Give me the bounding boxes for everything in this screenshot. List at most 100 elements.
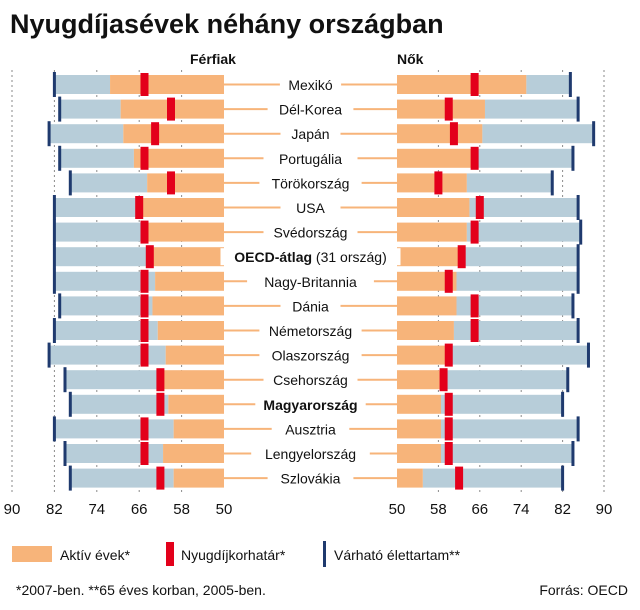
men-retirement-age-mark: [140, 220, 149, 244]
x-tick-label: 58: [430, 501, 447, 518]
men-retired-bar: [70, 173, 148, 193]
men-active-bar: [147, 173, 224, 193]
country-label: Törökország: [272, 175, 350, 191]
country-label: Nagy-Britannia: [264, 274, 357, 290]
men-retired-bar: [59, 99, 121, 119]
men-active-bar: [141, 222, 224, 242]
men-retirement-age-mark: [140, 417, 149, 441]
men-retirement-age-mark: [140, 269, 149, 293]
country-label: Dánia: [292, 298, 329, 314]
men-active-bar: [163, 444, 224, 463]
women-active-bar: [397, 370, 441, 390]
men-retirement-age-mark: [140, 294, 149, 318]
country-name: Svédország: [274, 225, 348, 241]
women-retired-bar: [469, 198, 579, 217]
country-name: Mexikó: [288, 77, 333, 93]
x-tick-label: 90: [596, 501, 613, 518]
women-retirement-age-mark: [444, 417, 453, 441]
country-row: Olaszország: [47, 342, 590, 368]
country-row: Portugália: [58, 145, 575, 171]
country-label: Németország: [269, 323, 352, 339]
country-name: Portugália: [279, 151, 342, 167]
men-retirement-age-mark: [156, 368, 165, 392]
men-life-expectancy-mark: [52, 72, 56, 97]
men-retirement-age-mark: [156, 466, 165, 490]
men-retired-bar: [49, 345, 166, 365]
women-retired-bar: [440, 419, 579, 439]
country-label: Szlovákia: [281, 471, 341, 487]
men-active-bar: [165, 345, 224, 365]
men-active-bar: [173, 468, 224, 488]
x-tick-label: 50: [216, 501, 233, 518]
country-row: Mexikó: [52, 72, 572, 97]
women-retirement-age-mark: [470, 319, 479, 342]
women-retirement-age-mark: [444, 343, 453, 367]
country-row: Dél-Korea: [58, 96, 580, 122]
men-retired-bar: [54, 419, 174, 439]
men-life-expectancy-mark: [52, 416, 56, 442]
women-retired-bar: [464, 247, 579, 267]
legend-swatch-active: [12, 546, 52, 562]
men-life-expectancy-mark: [52, 195, 56, 220]
country-label: Ausztria: [285, 421, 336, 437]
men-active-bar: [157, 370, 224, 390]
legend-swatch-retirement-age: [166, 542, 174, 566]
country-row: Szlovákia: [68, 465, 565, 491]
women-retired-bar: [448, 345, 589, 365]
country-name: Japán: [291, 126, 329, 142]
legend-swatch-life-expectancy: [323, 541, 326, 567]
country-label: Japán: [291, 126, 329, 142]
women-active-bar: [397, 419, 441, 439]
women-retired-bar: [440, 370, 568, 390]
women-retired-bar: [453, 321, 579, 340]
men-retirement-age-mark: [156, 392, 165, 416]
men-retired-bar: [70, 468, 174, 488]
men-life-expectancy-mark: [58, 145, 62, 171]
men-life-expectancy-mark: [68, 465, 72, 491]
men-retired-bar: [49, 124, 124, 144]
women-life-expectancy-mark: [566, 367, 570, 393]
men-retirement-age-mark: [140, 442, 149, 465]
country-label: Csehország: [273, 372, 348, 388]
chart-title: Nyugdíjasévek néhány országban: [10, 9, 444, 39]
men-active-bar: [133, 148, 224, 168]
x-tick-label: 66: [131, 501, 148, 518]
country-name: Olaszország: [272, 348, 350, 364]
legend-label-retirement-age: Nyugdíjkorhatár*: [181, 547, 286, 563]
country-row: Magyarország: [68, 391, 565, 417]
men-active-bar: [173, 419, 224, 439]
country-row: USA: [52, 195, 580, 220]
women-retired-bar: [477, 148, 573, 168]
men-life-expectancy-mark: [68, 170, 72, 196]
country-row: Lengyelország: [63, 441, 575, 466]
women-life-expectancy-mark: [561, 391, 565, 417]
x-tick-label: 74: [513, 501, 530, 518]
men-life-expectancy-mark: [52, 219, 56, 245]
x-tick-label: 90: [4, 501, 21, 518]
country-label: Olaszország: [272, 348, 350, 364]
legend-label-life-expectancy: Várható élettartam**: [334, 547, 461, 563]
men-retired-bar: [54, 222, 142, 242]
country-label-bg: [251, 445, 370, 462]
country-label: Svédország: [274, 225, 348, 241]
women-retirement-age-mark: [444, 442, 453, 465]
country-row: Németország: [52, 318, 580, 343]
men-active-bar: [152, 247, 224, 267]
footnote: *2007-ben. **65 éves korban, 2005-ben.: [16, 582, 266, 598]
country-name-suffix: (31 ország): [312, 249, 387, 265]
men-active-bar: [141, 198, 224, 217]
men-active-bar: [152, 296, 224, 316]
women-retired-bar: [482, 124, 594, 144]
country-label: Magyarország: [263, 397, 357, 413]
women-active-bar: [397, 394, 441, 414]
country-label-bg: [247, 272, 374, 290]
women-life-expectancy-mark: [576, 195, 580, 220]
men-life-expectancy-mark: [52, 244, 56, 270]
country-label: Portugália: [279, 151, 342, 167]
country-name: Németország: [269, 323, 352, 339]
country-label-bg: [279, 76, 342, 93]
country-row: Csehország: [63, 367, 570, 393]
legend-label-active: Aktív évek*: [60, 547, 131, 563]
country-row: Nagy-Britannia: [52, 268, 580, 294]
women-life-expectancy-mark: [592, 121, 596, 147]
